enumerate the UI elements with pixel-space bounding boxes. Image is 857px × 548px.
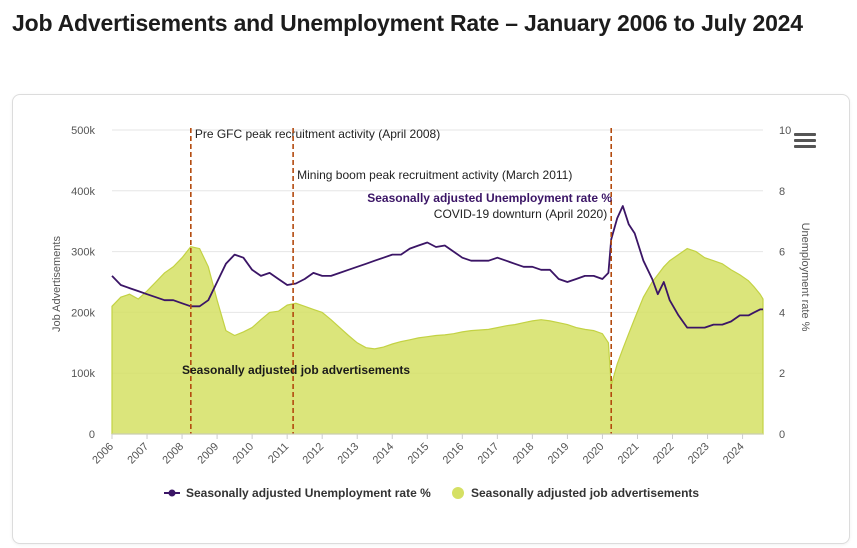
- x-tick-label: 2006: [90, 441, 116, 467]
- y-left-tick-label: 100k: [71, 368, 95, 380]
- y-right-tick-label: 4: [779, 307, 785, 319]
- unemployment-line-layer: [111, 205, 763, 329]
- job-ads-area-layer: [111, 246, 764, 435]
- y-right-axis-title: Unemployment rate %: [799, 223, 811, 332]
- annotation-label: COVID-19 downturn (April 2020): [434, 207, 607, 221]
- hamburger-menu-icon[interactable]: [794, 133, 816, 149]
- x-tick-label: 2010: [230, 441, 256, 467]
- y-left-axis-title: Job Advertisements: [51, 236, 63, 332]
- x-tick-label: 2015: [406, 441, 432, 467]
- y-right-tick-label: 8: [779, 186, 785, 198]
- x-tick-label: 2020: [581, 441, 607, 467]
- y-left-tick-label: 400k: [71, 186, 95, 198]
- legend-unemployment-marker[interactable]: [168, 489, 176, 497]
- job-ads-series-label: Seasonally adjusted job advertisements: [182, 363, 410, 377]
- x-tick-label: 2024: [721, 441, 747, 467]
- x-tick-label: 2022: [651, 441, 677, 467]
- x-tick-label: 2016: [441, 441, 467, 467]
- annotation-label: Mining boom peak recruitment activity (M…: [297, 168, 572, 182]
- job-ads-area: [111, 246, 764, 435]
- y-left-tick-label: 200k: [71, 307, 95, 319]
- series-label-layer: Seasonally adjusted Unemployment rate % S…: [182, 191, 612, 377]
- x-tick-label: 2018: [511, 441, 537, 467]
- annotation-layer: Pre GFC peak recruitment activity (April…: [190, 127, 613, 434]
- x-tick-label: 2017: [476, 441, 502, 467]
- x-tick-label: 2011: [266, 441, 291, 466]
- x-tick-label: 2012: [301, 441, 327, 467]
- unemployment-series-label: Seasonally adjusted Unemployment rate %: [367, 191, 612, 205]
- legend-unemployment-label[interactable]: Seasonally adjusted Unemployment rate %: [186, 486, 431, 500]
- x-tick-label: 2019: [546, 441, 572, 467]
- annotation-label: Pre GFC peak recruitment activity (April…: [195, 127, 440, 141]
- x-tick-label: 2014: [371, 441, 397, 467]
- y-right-tick-label: 6: [779, 247, 785, 259]
- legend: Seasonally adjusted Unemployment rate % S…: [164, 486, 699, 500]
- legend-job-ads-swatch[interactable]: [452, 487, 464, 499]
- x-tick-label: 2023: [686, 441, 712, 467]
- y-left-tick-label: 500k: [71, 125, 95, 137]
- y-right-tick-label: 10: [779, 125, 791, 137]
- x-tick-label: 2009: [195, 441, 221, 467]
- x-tick-label: 2021: [616, 441, 642, 467]
- x-tick-label: 2008: [160, 441, 186, 467]
- legend-job-ads-label[interactable]: Seasonally adjusted job advertisements: [471, 486, 699, 500]
- y-right-tick-label: 2: [779, 368, 785, 380]
- unemployment-line: [111, 205, 763, 329]
- y-left-tick-label: 0: [89, 429, 95, 441]
- y-right-tick-label: 0: [779, 429, 785, 441]
- x-tick-label: 2013: [336, 441, 362, 467]
- y-left-tick-label: 300k: [71, 247, 95, 259]
- page-title: Job Advertisements and Unemployment Rate…: [12, 10, 803, 36]
- x-tick-label: 2007: [125, 441, 151, 467]
